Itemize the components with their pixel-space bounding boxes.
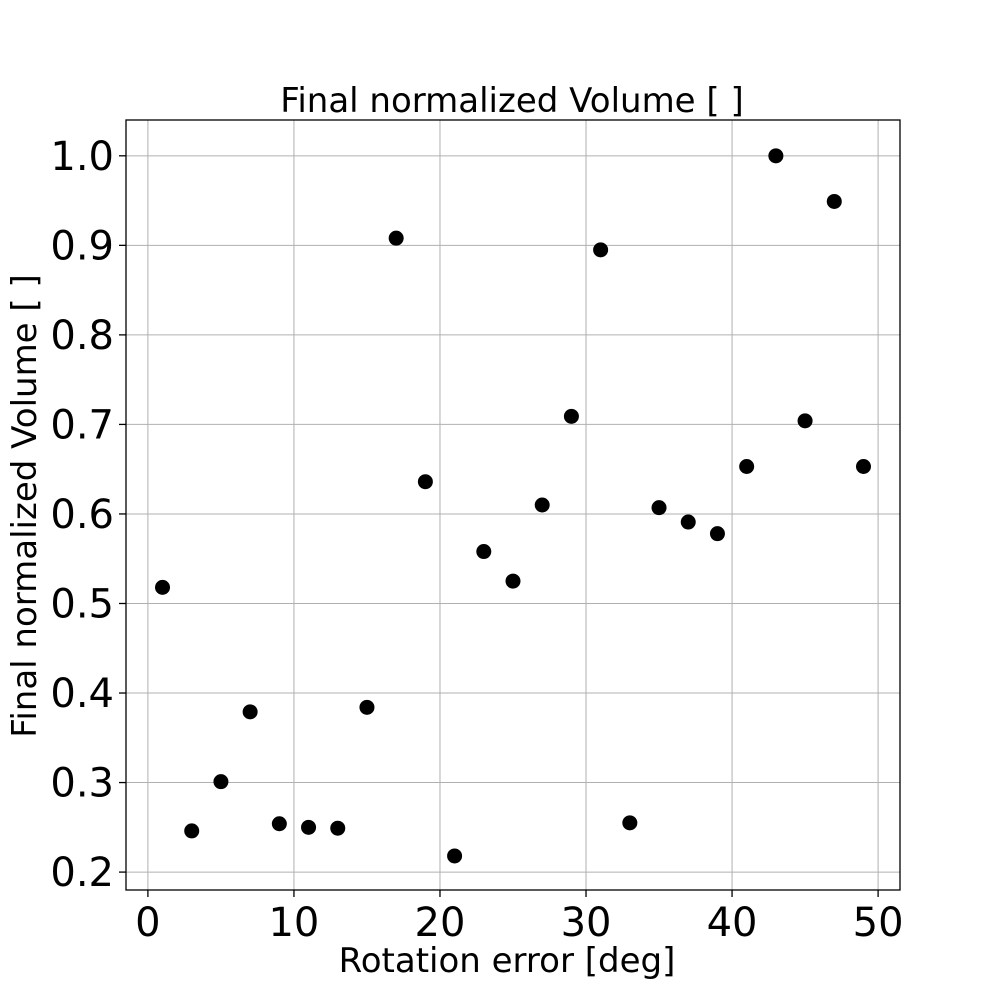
data-point (476, 544, 492, 560)
data-point (447, 848, 463, 864)
x-tick-label: 40 (707, 900, 758, 946)
y-axis-label: Final normalized Volume [ ] (5, 274, 45, 738)
x-tick-label: 20 (415, 900, 466, 946)
data-point (563, 408, 579, 424)
data-point (855, 459, 871, 474)
x-axis-label: Rotation error [deg] (339, 941, 676, 981)
data-point (242, 704, 258, 720)
data-point (593, 242, 609, 258)
data-point (709, 526, 725, 542)
data-point (359, 699, 375, 715)
y-tick-label: 0.4 (50, 671, 114, 717)
plot-frame (125, 119, 901, 891)
data-point (505, 573, 521, 589)
data-point (213, 774, 229, 790)
y-tick-label: 0.6 (50, 492, 114, 538)
y-tick-label: 0.5 (50, 581, 114, 627)
chart-title: Final normalized Volume [ ] (280, 81, 744, 121)
y-tick-label: 0.8 (50, 313, 114, 359)
y-tick-label: 0.9 (50, 223, 114, 269)
x-tick-label: 50 (853, 900, 904, 946)
data-point (680, 514, 696, 530)
data-point (826, 193, 842, 209)
data-point (388, 230, 404, 246)
data-point (534, 497, 550, 513)
data-point (330, 820, 346, 836)
y-tick-label: 0.7 (50, 402, 114, 448)
data-point (797, 413, 813, 429)
x-tick-label: 10 (268, 900, 319, 946)
y-tick-label: 0.2 (50, 850, 114, 896)
data-point (155, 579, 171, 595)
data-point (301, 819, 317, 835)
y-tick-label: 0.3 (50, 761, 114, 807)
data-points (155, 148, 871, 864)
data-point (417, 474, 433, 490)
data-point (739, 459, 755, 474)
x-tick-label: 30 (561, 900, 612, 946)
y-tick-label: 1.0 (50, 134, 114, 180)
data-point (622, 815, 638, 831)
data-point (184, 823, 200, 839)
data-point (271, 816, 287, 832)
grid-lines (126, 120, 900, 890)
axis-ticks: 0 10 20 30 40 50 0.2 0.3 0.4 0.5 0.6 0.7 0.8 0.9 1.0 (50, 134, 903, 946)
x-tick-label: 0 (135, 900, 160, 946)
data-point (651, 500, 667, 516)
data-point (768, 148, 784, 164)
